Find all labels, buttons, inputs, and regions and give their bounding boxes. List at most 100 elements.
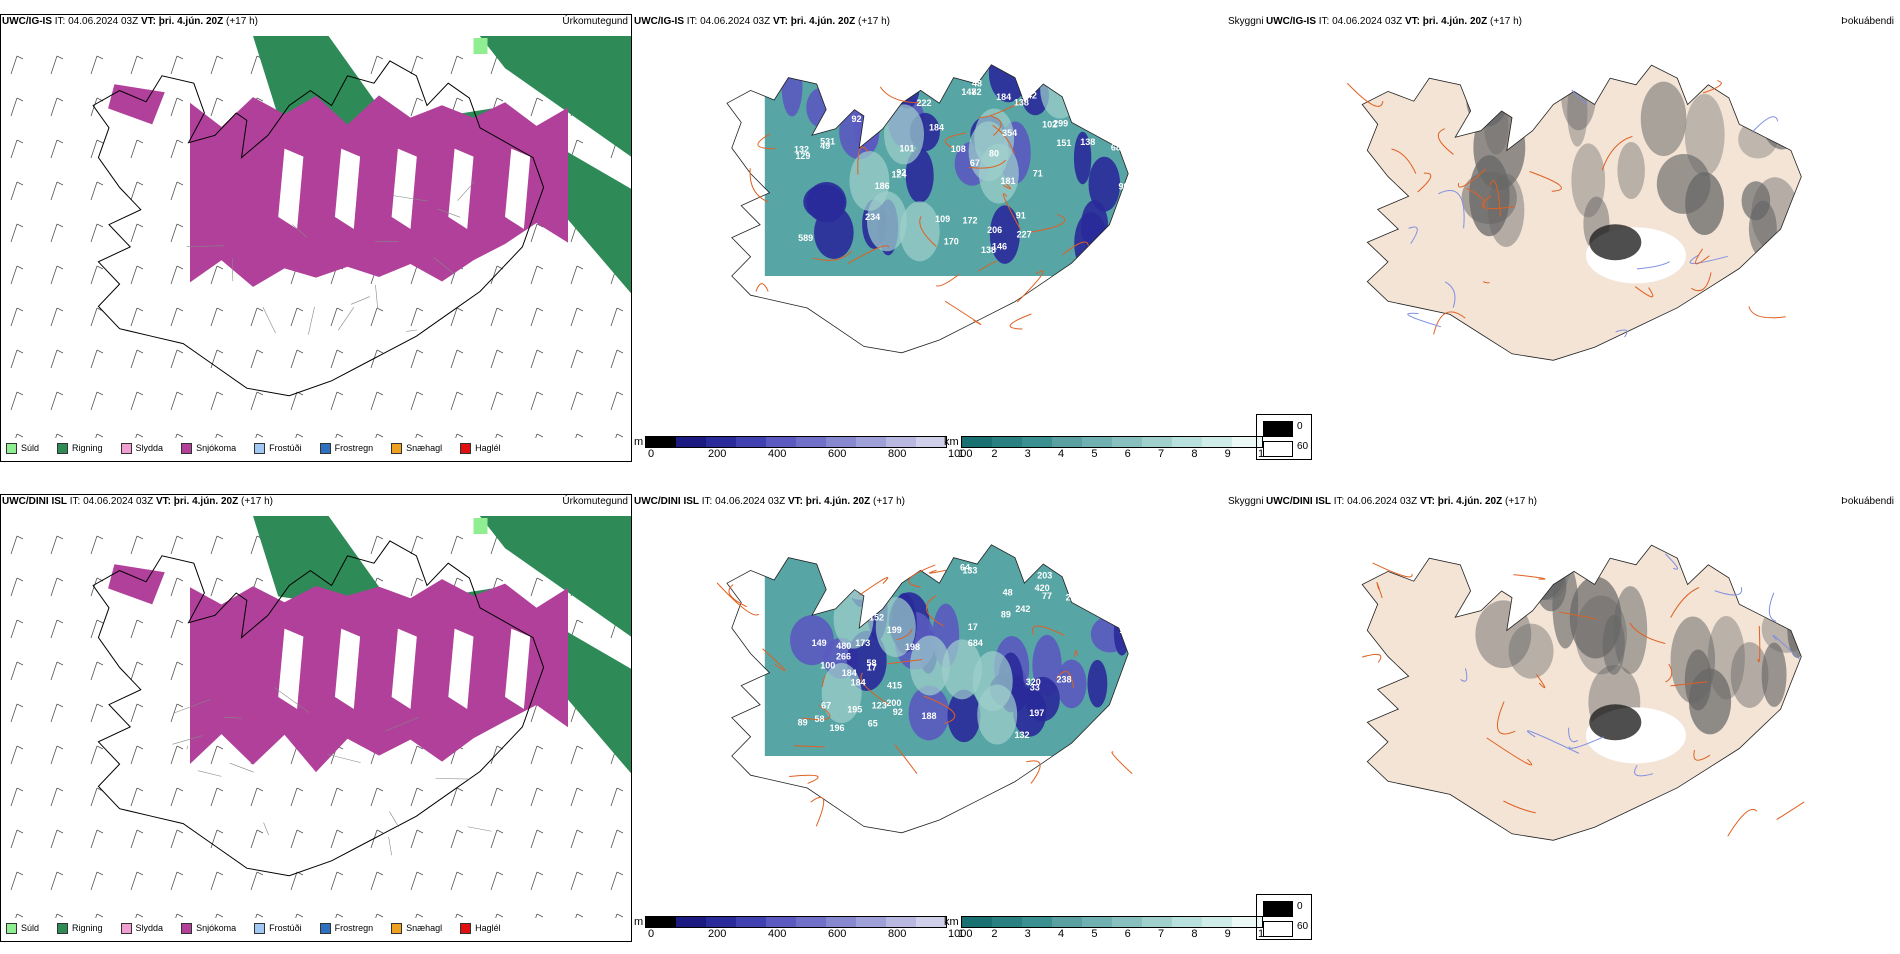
wind-barb xyxy=(51,872,63,890)
wind-barb xyxy=(571,914,583,918)
visibility-patch xyxy=(839,540,879,600)
wind-barb xyxy=(91,266,103,284)
wind-barb xyxy=(211,788,223,806)
colorbar-tick: 200 xyxy=(708,928,726,940)
road xyxy=(198,771,222,777)
wind-barb xyxy=(611,830,623,848)
legend-label: Snæhagl xyxy=(406,443,442,453)
wind-barb xyxy=(171,182,183,200)
wind-barb xyxy=(51,704,63,722)
cloudbase-label: 480 xyxy=(836,641,851,651)
wind-barb xyxy=(531,98,543,116)
colorbar-segment xyxy=(886,437,916,447)
wind-barb xyxy=(491,434,503,438)
cloudbase-label: 184 xyxy=(929,123,944,133)
colorbar-tick: 7 xyxy=(1158,448,1164,460)
wind-barb xyxy=(211,350,223,368)
it-label: IT: xyxy=(702,496,713,507)
cloudbase-label: 27 xyxy=(1058,74,1068,84)
fog-patch xyxy=(1526,521,1572,600)
wind-barb xyxy=(611,308,623,326)
colorbar-segment xyxy=(992,917,1022,927)
cloudbase-label: 65 xyxy=(868,718,878,728)
legend-swatch xyxy=(460,443,471,454)
colorbar-unit: m xyxy=(634,436,643,448)
wind-barb xyxy=(371,872,383,890)
legend-item: Súld xyxy=(6,443,39,454)
wind-barb xyxy=(171,350,183,368)
colorbar-segment xyxy=(826,437,856,447)
wind-barb xyxy=(611,434,623,438)
legend-item: Haglél xyxy=(460,443,501,454)
colorbar-unit: km xyxy=(944,436,959,448)
wind-barb xyxy=(91,434,103,438)
legend-label: Snæhagl xyxy=(406,923,442,933)
colorbar-tick: 3 xyxy=(1025,448,1031,460)
colorbar-segment xyxy=(916,917,946,927)
cloudbase-label: 184 xyxy=(996,92,1011,102)
colorbar-segment xyxy=(676,437,706,447)
wind-barb xyxy=(411,308,423,326)
wind-barb xyxy=(251,434,263,438)
wind-barb xyxy=(331,392,343,410)
vt-value: þri. 4.jún. 20Z xyxy=(1438,496,1502,507)
wind-barb xyxy=(11,914,23,918)
wind-barb xyxy=(131,872,143,890)
cloud-header: UWC/IG-IS IT: 04.06.2024 03Z VT: þri. 4.… xyxy=(634,14,890,30)
legend-label: Súld xyxy=(21,923,39,933)
wind-barb xyxy=(291,434,303,438)
legend-item: Frostúði xyxy=(254,443,302,454)
wind-barb xyxy=(11,98,23,116)
vt-value: þri. 4.jún. 20Z xyxy=(791,16,855,27)
legend-label: Slydda xyxy=(136,923,164,933)
cloudbase-label: 196 xyxy=(829,723,844,733)
cloudbase-map: 1021514820617218118422720713814629922235… xyxy=(634,32,1224,432)
cloudbase-label: 181 xyxy=(1104,578,1119,588)
road xyxy=(264,823,269,835)
model-name: UWC/DINI ISL xyxy=(2,496,67,507)
wind-barb xyxy=(491,872,503,890)
vt-label: VT: xyxy=(141,16,156,27)
colorbar-segment xyxy=(1172,437,1202,447)
legend-label: Snjókoma xyxy=(196,443,236,453)
lead-time: (+17 h) xyxy=(1490,16,1522,27)
road xyxy=(1777,802,1804,819)
model-name: UWC/DINI ISL xyxy=(634,496,699,507)
wind-barb xyxy=(131,914,143,918)
low-cloud-cell xyxy=(1087,660,1107,708)
wind-barb xyxy=(371,788,383,806)
wind-barb xyxy=(571,830,583,848)
wind-barb xyxy=(171,578,183,596)
wind-barb xyxy=(11,182,23,200)
visibility-title: Skyggni xyxy=(1228,16,1264,27)
wind-barb xyxy=(451,56,463,74)
colorbar-segment xyxy=(736,437,766,447)
wind-barb xyxy=(611,872,623,890)
wind-barb xyxy=(51,140,63,158)
colorbar-segment xyxy=(992,437,1022,447)
colorbar-segment xyxy=(646,917,676,927)
wind-barb xyxy=(51,914,63,918)
visibility-title: Skyggni xyxy=(1228,496,1264,507)
cloudbase-label: 109 xyxy=(935,214,950,224)
wind-barb xyxy=(531,308,543,326)
road xyxy=(406,330,417,332)
colorbar-segment xyxy=(1022,437,1052,447)
cloudbase-label: 992 xyxy=(1119,181,1134,191)
fog-header: UWC/IG-IS IT: 04.06.2024 03Z VT: þri. 4.… xyxy=(1266,14,1522,30)
wind-barb xyxy=(211,536,223,554)
wind-barb xyxy=(51,98,63,116)
colorbar-tick: 9 xyxy=(1225,928,1231,940)
wind-barb xyxy=(171,788,183,806)
colorbar-tick: 6 xyxy=(1125,928,1131,940)
wind-barb xyxy=(371,308,383,326)
fog-patch xyxy=(1786,555,1833,599)
cloudbase-label: 589 xyxy=(798,233,813,243)
wind-barb xyxy=(571,788,583,806)
wind-barb xyxy=(91,392,103,410)
wind-barb xyxy=(171,914,183,918)
cloudbase-label: 222 xyxy=(917,98,932,108)
colorbar-tick: 400 xyxy=(768,448,786,460)
wind-barb xyxy=(531,788,543,806)
road xyxy=(1362,654,1381,662)
